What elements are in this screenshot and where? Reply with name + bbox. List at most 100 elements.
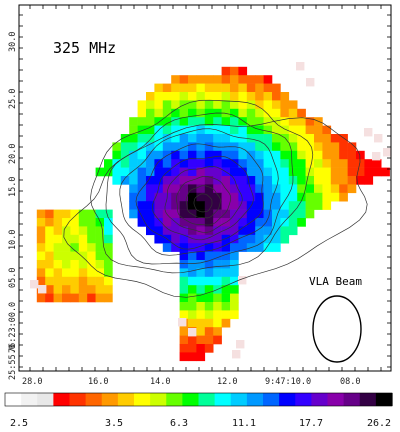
colorbar-swatch: [85, 393, 103, 406]
heatmap-cell: [305, 167, 315, 177]
heatmap-cell: [188, 352, 197, 362]
heatmap-cell: [188, 293, 197, 303]
heatmap-cell: [305, 150, 315, 160]
heatmap-cell: [171, 108, 180, 118]
heatmap-cell: [129, 142, 138, 152]
heatmap-cell: [196, 352, 206, 362]
heatmap-cell: [213, 159, 222, 168]
heatmap-cell: [230, 134, 239, 143]
heatmap-cell: [314, 150, 323, 160]
heatmap-cell: [221, 83, 231, 93]
heatmap-cell: [322, 192, 332, 202]
heatmap-cell: [204, 293, 214, 303]
heatmap-cell: [347, 167, 357, 177]
heatmap-cell: [171, 125, 180, 135]
heatmap-cell: [87, 293, 96, 303]
heatmap-cell: [238, 243, 248, 252]
heatmap-cell: [314, 201, 323, 210]
heatmap-cell: [179, 192, 189, 202]
heatmap-cell: [53, 234, 63, 244]
heatmap-cell: [255, 243, 264, 252]
heatmap-cell: [179, 150, 189, 160]
heatmap-cell: [263, 184, 273, 194]
heatmap-cell: [179, 310, 189, 320]
heatmap-cell: [78, 226, 88, 236]
heatmap-cell: [188, 328, 197, 337]
heatmap-cell: [280, 234, 290, 244]
heatmap-cell: [280, 150, 290, 160]
heatmap-cell: [53, 251, 63, 261]
heatmap-cell: [104, 293, 113, 303]
heatmap-cell: [288, 117, 298, 126]
heatmap-cell: [356, 159, 365, 168]
heatmap-cell: [45, 218, 54, 227]
heatmap-cell: [62, 209, 71, 219]
heatmap-cell: [296, 62, 305, 71]
heatmap-cell: [238, 167, 248, 177]
heatmap-cell: [246, 100, 256, 110]
heatmap-cell: [104, 218, 113, 227]
heatmap-cell: [297, 142, 306, 152]
heatmap-cell: [204, 285, 214, 294]
colorbar-tick-label: 3.5: [105, 418, 123, 429]
heatmap-cell: [213, 218, 222, 227]
heatmap-cell: [104, 268, 113, 278]
heatmap-cell: [255, 125, 264, 135]
heatmap-cell: [213, 150, 222, 160]
heatmap-cell: [62, 234, 71, 244]
heatmap-cell: [221, 66, 231, 76]
heatmap-cell: [314, 142, 323, 152]
heatmap-cell: [36, 243, 46, 252]
heatmap-cell: [196, 184, 206, 194]
heatmap-cell: [104, 234, 113, 244]
heatmap-cell: [238, 75, 248, 84]
heatmap-cell: [45, 234, 54, 244]
heatmap-cell: [230, 108, 239, 118]
heatmap-cell: [104, 209, 113, 219]
heatmap-cell: [196, 108, 206, 118]
heatmap-cell: [297, 201, 306, 210]
heatmap-cell: [154, 201, 164, 210]
heatmap-cell: [154, 167, 164, 177]
heatmap-cell: [196, 150, 206, 160]
heatmap-cell: [238, 108, 248, 118]
heatmap-cell: [230, 310, 239, 320]
heatmap-cell: [188, 159, 197, 168]
heatmap-cell: [146, 218, 155, 227]
heatmap-cell: [272, 108, 281, 118]
heatmap-cell: [246, 83, 256, 93]
heatmap-cell: [238, 226, 248, 236]
heatmap-cell: [30, 280, 39, 289]
heatmap-cell: [255, 159, 264, 168]
heatmap-cell: [272, 83, 281, 93]
heatmap-cell: [288, 159, 298, 168]
heatmap-cell: [204, 142, 214, 152]
heatmap-cell: [146, 92, 155, 101]
heatmap-cell: [112, 142, 122, 152]
heatmap-cell: [297, 218, 306, 227]
colorbar-swatch: [327, 393, 345, 406]
heatmap-cell: [280, 201, 290, 210]
heatmap-cell: [162, 218, 172, 227]
heatmap-cell: [280, 92, 290, 101]
heatmap-cell: [280, 226, 290, 236]
heatmap-cell: [196, 310, 206, 320]
heatmap-cell: [213, 335, 222, 345]
heatmap-cell: [221, 310, 231, 320]
heatmap-cell: [204, 125, 214, 135]
heatmap-cell: [246, 150, 256, 160]
heatmap-cell: [179, 75, 189, 84]
heatmap-cell: [104, 260, 113, 269]
heatmap-cell: [62, 218, 71, 227]
heatmap-cell: [162, 117, 172, 126]
heatmap-cell: [204, 318, 214, 328]
heatmap-cell: [95, 234, 105, 244]
heatmap-cell: [230, 260, 239, 269]
heatmap-cell: [230, 234, 239, 244]
heatmap-cell: [356, 167, 365, 177]
contour-line: [176, 175, 232, 226]
heatmap-cell: [288, 167, 298, 177]
heatmap-cell: [221, 251, 231, 261]
heatmap-cell: [236, 340, 245, 349]
y-tick-label: 25.0: [8, 89, 18, 109]
